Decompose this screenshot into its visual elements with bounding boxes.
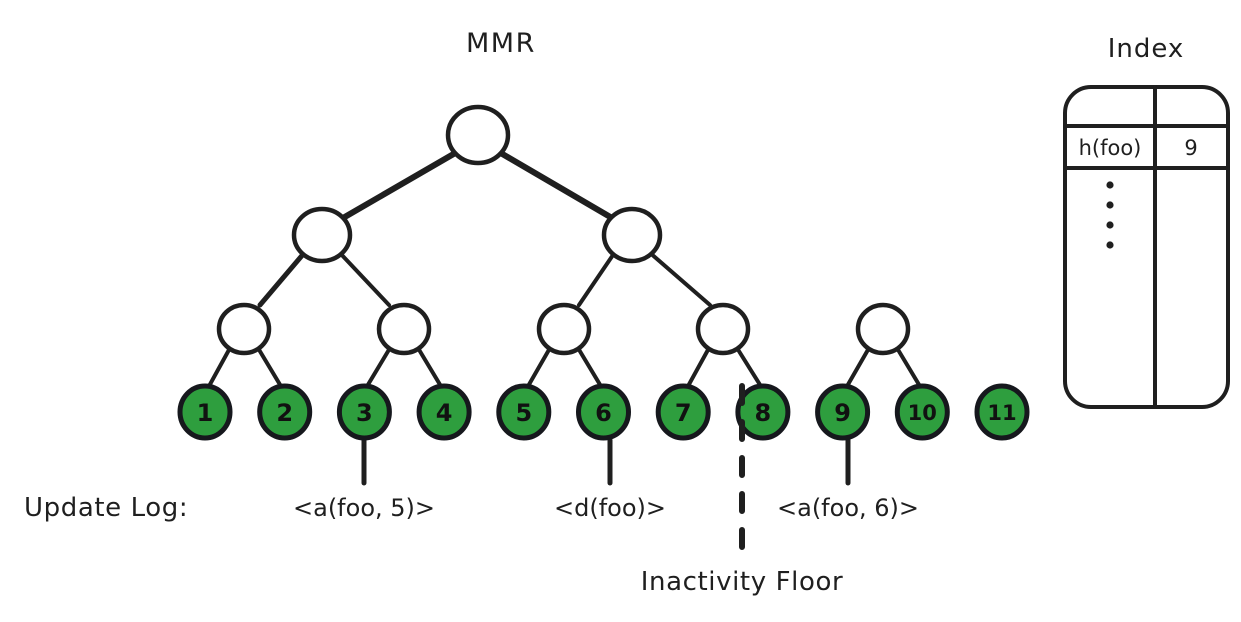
edge-l2a-left xyxy=(257,249,308,308)
edge-n2-leaf3 xyxy=(364,346,392,390)
mmr-leaf-node-1[interactable] xyxy=(177,383,233,441)
edge-n1-leaf2 xyxy=(256,346,284,390)
mmr-title: MMR xyxy=(466,28,536,59)
mmr-leaf-label-5: 5 xyxy=(515,399,532,427)
mmr-node-level3-a[interactable] xyxy=(216,302,272,356)
log-entry-2: <a(foo, 6)> xyxy=(777,494,919,522)
log-entry-1: <d(foo)> xyxy=(554,494,666,522)
edge-l2a-right xyxy=(337,250,391,307)
mmr-leaf-label-1: 1 xyxy=(197,399,214,427)
edge-n4-leaf7 xyxy=(685,346,711,390)
index-title: Index xyxy=(1108,34,1185,64)
mmr-leaf-node-5[interactable] xyxy=(496,383,552,441)
inactivity-floor-label: Inactivity Floor xyxy=(641,567,844,597)
mmr-leaf-node-10[interactable] xyxy=(894,383,950,441)
index-table[interactable]: Index h(foo) 9 xyxy=(1063,34,1230,409)
edge-root-right xyxy=(496,149,615,221)
mmr-leaf-node-4[interactable] xyxy=(416,383,472,441)
mmr-leaf-label-9: 9 xyxy=(834,399,851,427)
mmr-node-level3-e[interactable] xyxy=(855,302,911,356)
mmr-leaf-label-2: 2 xyxy=(276,399,293,427)
log-tick-lines xyxy=(361,437,851,486)
mmr-leaf-label-8: 8 xyxy=(755,399,772,427)
mmr-leaf-node-2[interactable] xyxy=(257,383,313,441)
mmr-leaf-label-11: 11 xyxy=(987,401,1016,425)
update-log-label: Update Log: xyxy=(24,493,188,523)
index-cell-value-0: 9 xyxy=(1184,136,1197,160)
edge-l2b-left xyxy=(577,250,617,307)
edge-n3-leaf6 xyxy=(576,346,604,390)
log-entry-0: <a(foo, 5)> xyxy=(293,494,435,522)
internal-nodes xyxy=(216,104,911,356)
tree-edges xyxy=(206,149,923,390)
mmr-leaf-node-11[interactable] xyxy=(974,383,1030,441)
mmr-node-level3-b[interactable] xyxy=(376,302,432,356)
mmr-node-root[interactable] xyxy=(445,104,511,166)
mmr-leaf-node-9[interactable] xyxy=(815,383,871,441)
edge-n3-leaf5 xyxy=(525,346,552,390)
edge-root-left xyxy=(340,149,460,221)
index-cell-key-0: h(foo) xyxy=(1079,136,1142,160)
mmr-leaf-node-6[interactable] xyxy=(576,383,631,441)
edge-n1-leaf1 xyxy=(206,346,232,390)
index-ellipsis-icon xyxy=(1106,181,1114,249)
index-table-border xyxy=(1063,85,1230,409)
mmr-leaf-label-10: 10 xyxy=(908,401,937,425)
mmr-node-level2-right[interactable] xyxy=(601,206,663,264)
mmr-leaf-node-8[interactable] xyxy=(735,383,791,441)
mmr-leaf-node-3[interactable] xyxy=(336,383,392,441)
edge-n5-leaf10 xyxy=(895,346,923,390)
edge-n5-leaf9 xyxy=(844,346,871,390)
mmr-leaf-node-7[interactable] xyxy=(655,383,711,441)
mmr-node-level2-left[interactable] xyxy=(291,206,353,264)
mmr-leaf-label-4: 4 xyxy=(436,399,453,427)
edge-n4-leaf8 xyxy=(735,346,764,390)
edge-n2-leaf4 xyxy=(416,346,444,390)
mmr-leaf-label-3: 3 xyxy=(356,399,373,427)
mmr-leaf-label-7: 7 xyxy=(675,399,692,427)
mmr-node-level3-c[interactable] xyxy=(536,302,592,356)
edge-l2b-right xyxy=(647,250,712,307)
mmr-leaf-label-6: 6 xyxy=(595,399,612,427)
leaf-nodes: 1 2 3 4 5 6 7 8 9 10 11 xyxy=(177,383,1030,441)
mmr-node-level3-d[interactable] xyxy=(695,302,751,356)
